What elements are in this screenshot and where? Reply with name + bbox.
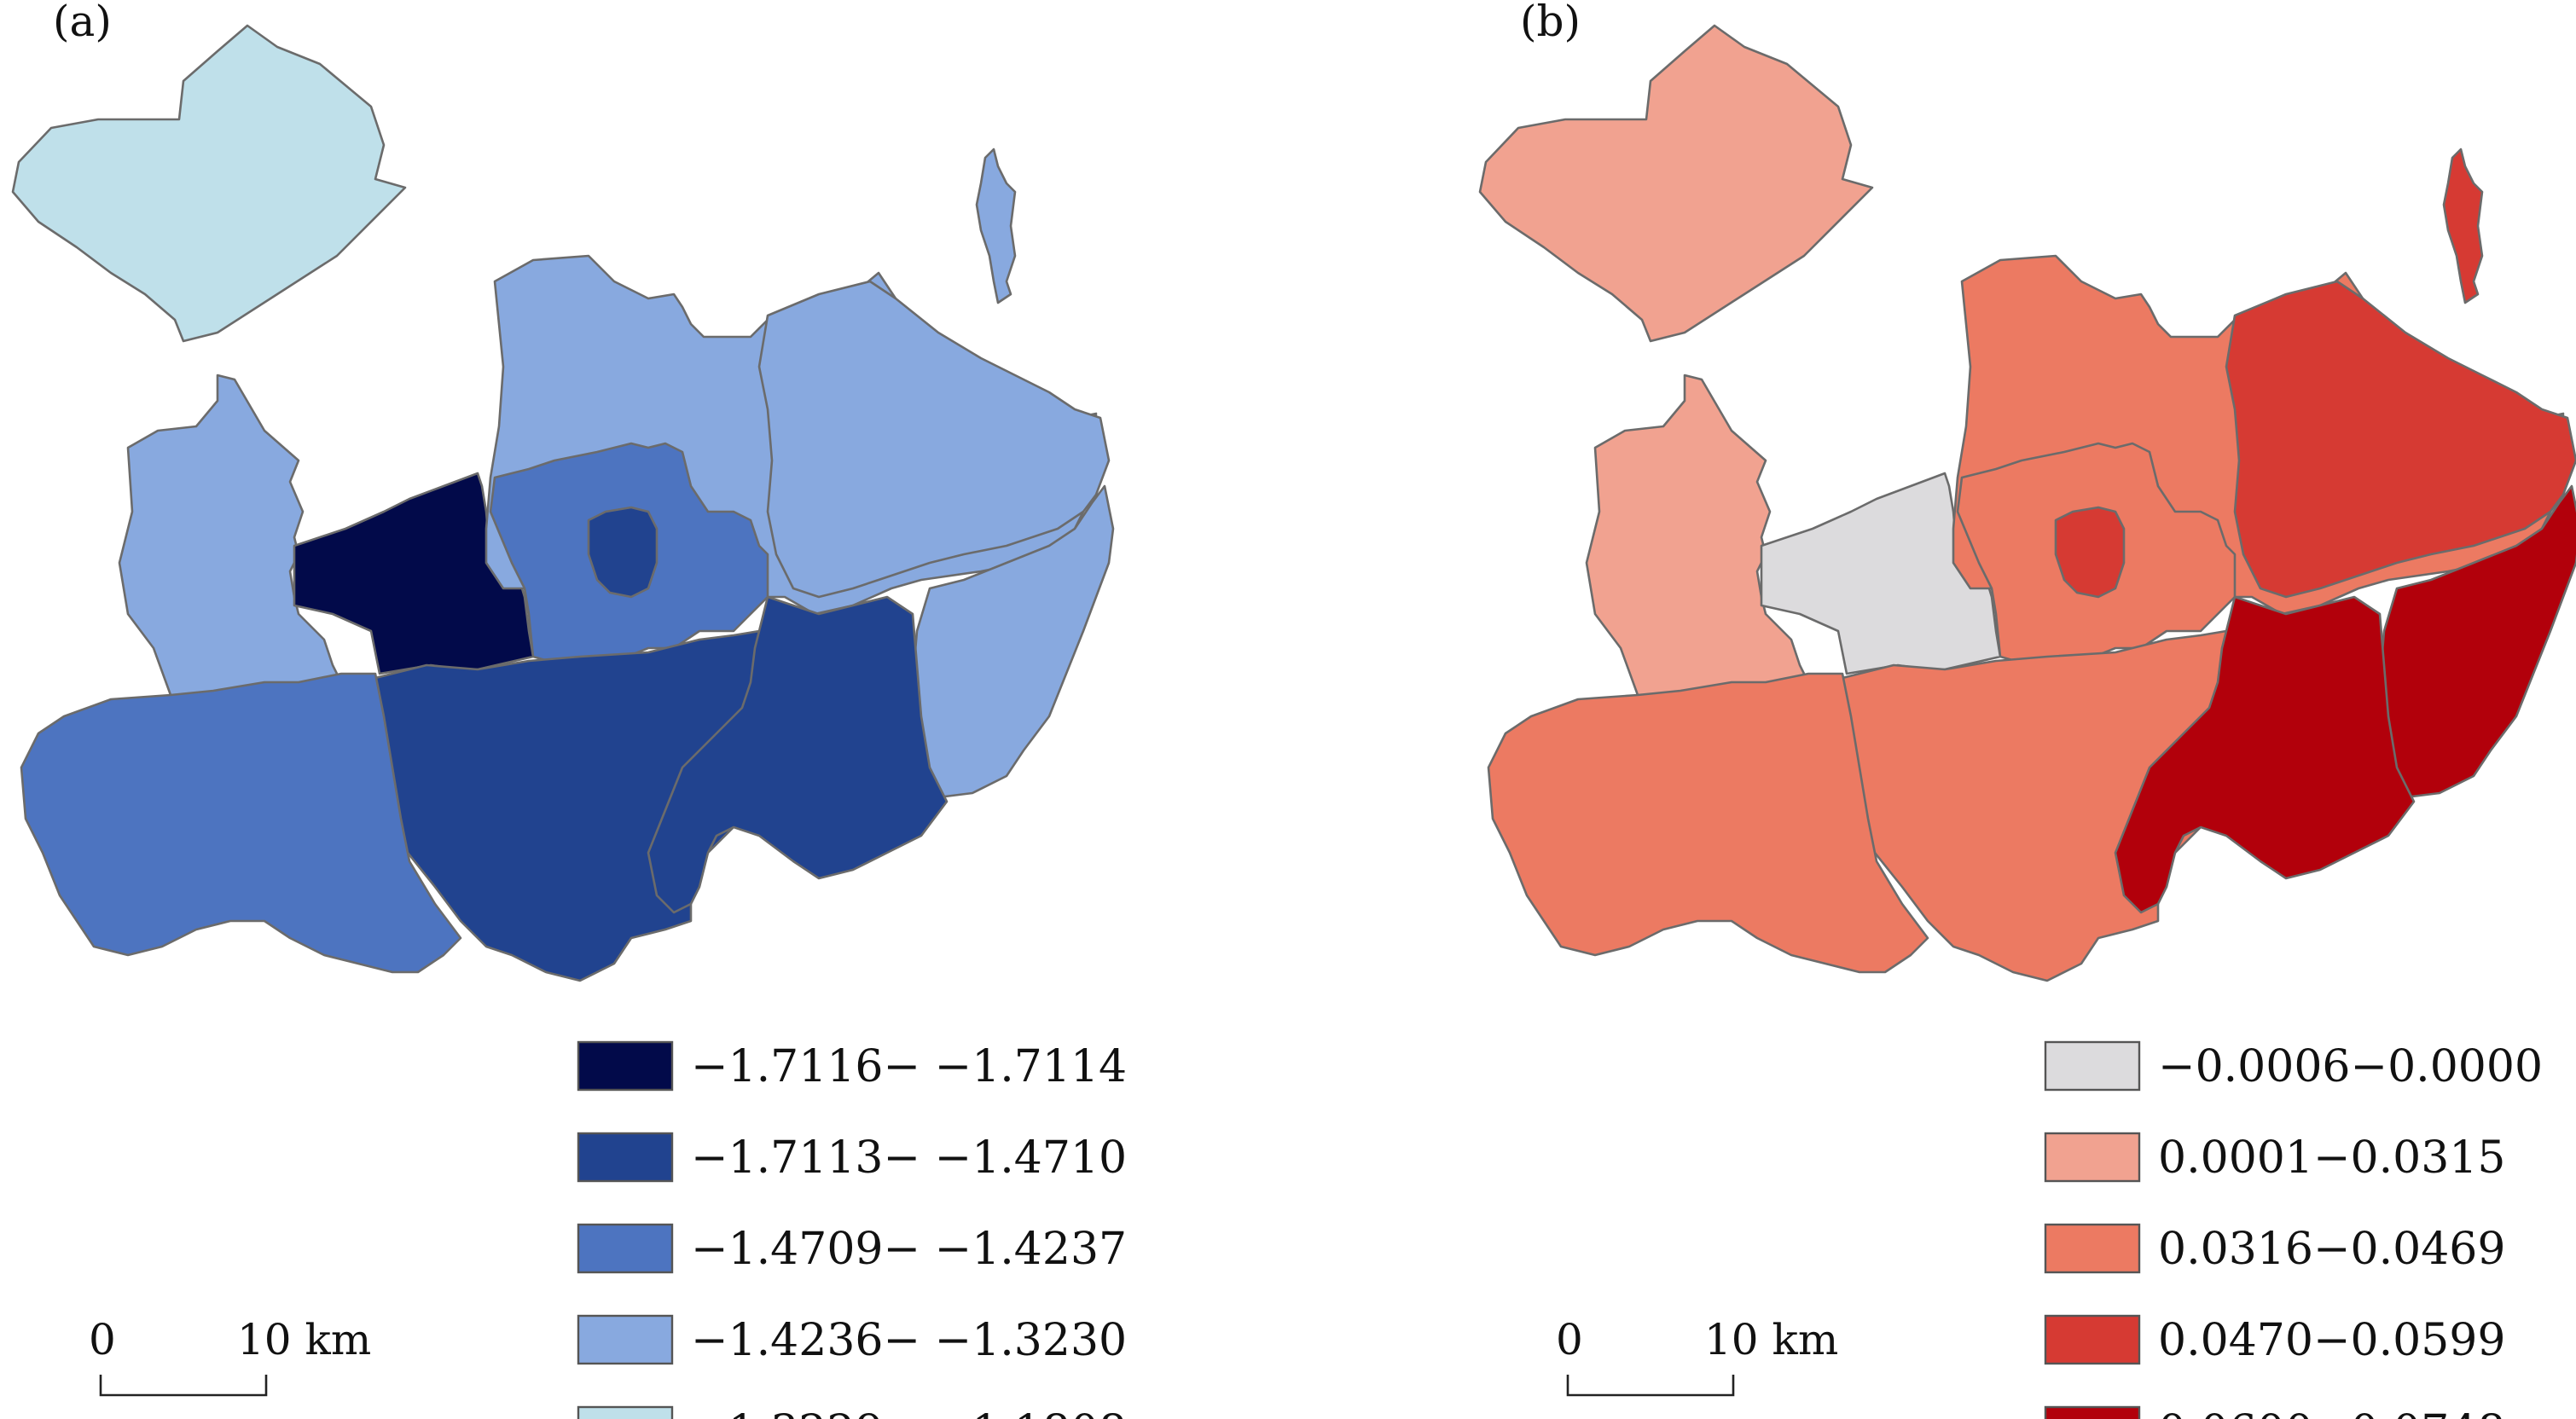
district-island — [2442, 148, 2484, 304]
district-center — [293, 472, 535, 675]
scale-end-label: 10 km — [1704, 1315, 1838, 1364]
district-ne — [757, 280, 1111, 599]
panel-a-map: (a) −1.7116− −1.7114 −1.7113− −1.4710 −1.47… — [11, 0, 1127, 1419]
legend-label-3: 0.0316−0.0469 — [2158, 1224, 2505, 1275]
legend-label-2: −1.7113− −1.4710 — [691, 1132, 1127, 1184]
scale-bar — [99, 1375, 268, 1397]
district-sw — [1487, 672, 1929, 974]
panel-b-map: (b) −0.0006−0.0000 0.0001−0.0315 0.0316−0.0… — [1478, 0, 2576, 1419]
district-center — [1760, 472, 2002, 675]
legend-swatch-1 — [2044, 1040, 2141, 1092]
legend-swatch-2 — [577, 1132, 674, 1183]
district-nw — [11, 24, 407, 343]
legend-swatch-1 — [577, 1040, 674, 1092]
legend-label-4: −1.4236− −1.3230 — [691, 1315, 1127, 1366]
legend-swatch-2 — [2044, 1132, 2141, 1183]
legend-swatch-5 — [577, 1405, 674, 1419]
legend-label-3: −1.4709− −1.4237 — [691, 1224, 1127, 1275]
district-nw — [1478, 24, 1874, 343]
legend-swatch-3 — [577, 1223, 674, 1274]
district-sw — [20, 672, 462, 974]
legend-swatch-4 — [577, 1314, 674, 1365]
district-ne — [2225, 280, 2576, 599]
district-se — [2114, 595, 2416, 914]
legend-label-5: −1.3229− −1.1808 — [691, 1406, 1127, 1419]
legend-swatch-5 — [2044, 1405, 2141, 1419]
legend-label-1: −0.0006−0.0000 — [2158, 1041, 2543, 1092]
district-core — [2054, 506, 2126, 599]
district-w — [1585, 374, 1810, 727]
scale-end-label: 10 km — [237, 1315, 371, 1364]
district-island — [975, 148, 1017, 304]
scale-start-label: 0 — [89, 1315, 116, 1364]
district-core — [587, 506, 659, 599]
scale-bar — [1566, 1375, 1735, 1397]
legend-label-1: −1.7116− −1.7114 — [691, 1041, 1127, 1092]
panel-a-label: (a) — [53, 0, 112, 46]
scale-start-label: 0 — [1556, 1315, 1583, 1364]
legend-label-5: 0.0600−0.0748 — [2158, 1406, 2505, 1419]
panel-b-label: (b) — [1520, 0, 1581, 46]
legend-swatch-4 — [2044, 1314, 2141, 1365]
district-w — [118, 374, 343, 727]
legend-label-2: 0.0001−0.0315 — [2158, 1132, 2505, 1184]
legend-label-4: 0.0470−0.0599 — [2158, 1315, 2505, 1366]
district-se — [647, 595, 949, 914]
legend-swatch-3 — [2044, 1223, 2141, 1274]
